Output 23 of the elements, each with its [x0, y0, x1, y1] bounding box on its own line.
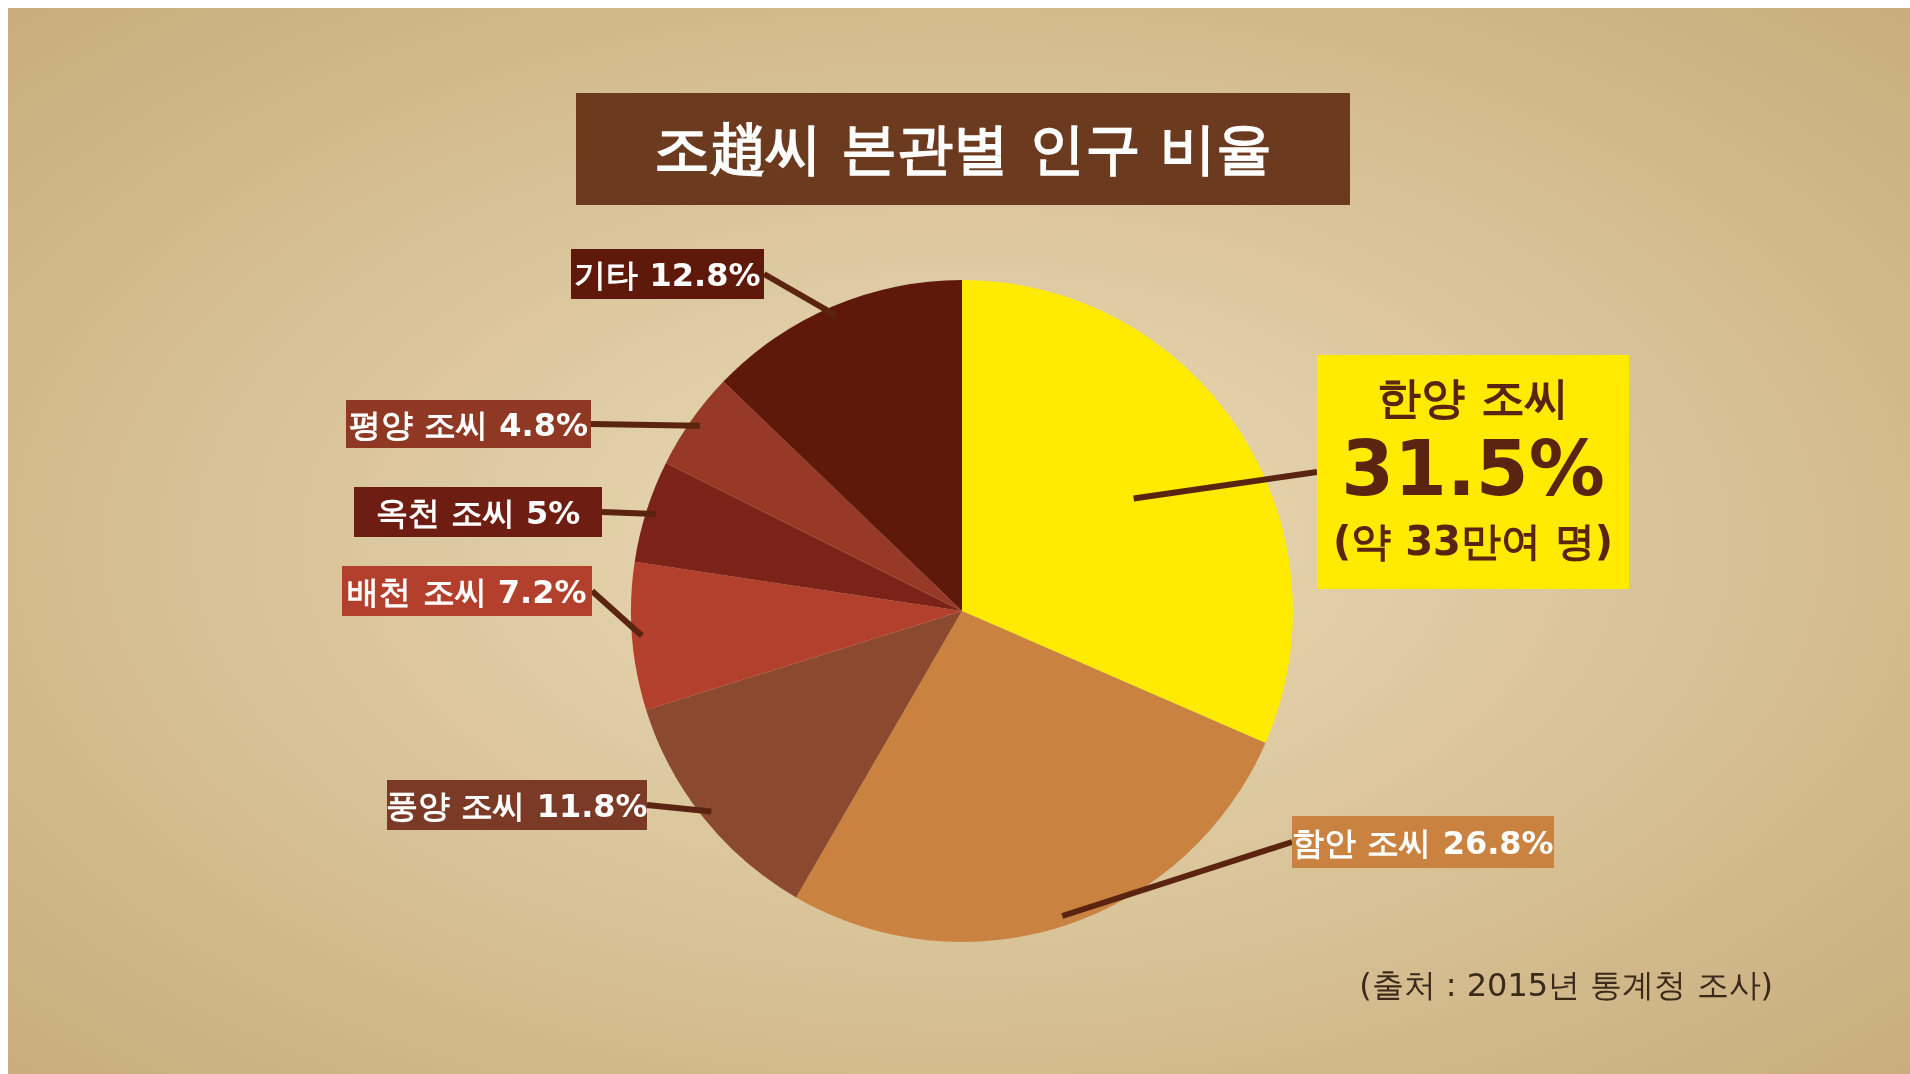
slice-label: 한양 조씨 — [1377, 372, 1569, 423]
slice-label: 기타 — [574, 256, 639, 294]
data-label: 11.8% — [536, 787, 648, 825]
slice-label: 평양 조씨 — [348, 406, 489, 444]
data-label: 7.2% — [497, 573, 587, 611]
chart-title: 조趙씨 본관별 인구 비율 — [653, 116, 1273, 181]
slice-label: 함안 조씨 — [1292, 824, 1432, 862]
pie-slice — [631, 561, 962, 710]
pie-slice — [646, 611, 962, 898]
slice-label: 옥천 조씨 — [375, 494, 515, 532]
pie-slice — [665, 381, 962, 611]
pie-slice — [634, 462, 962, 611]
data-label: 31.5% — [1341, 424, 1605, 513]
slice-label: 풍양 조씨 — [386, 787, 526, 825]
data-label: 4.8% — [499, 406, 589, 444]
pie-slice — [796, 611, 1266, 942]
text: (출처 : 2015년 통계청 조사) — [1359, 966, 1773, 1004]
data-label: 26.8% — [1442, 824, 1554, 862]
slice-label: 배천 조씨 — [347, 573, 487, 611]
text: (약 33만여 명) — [1332, 518, 1614, 564]
pie-slice — [962, 280, 1293, 744]
data-label: 5% — [525, 494, 581, 532]
data-label: 12.8% — [649, 256, 761, 294]
